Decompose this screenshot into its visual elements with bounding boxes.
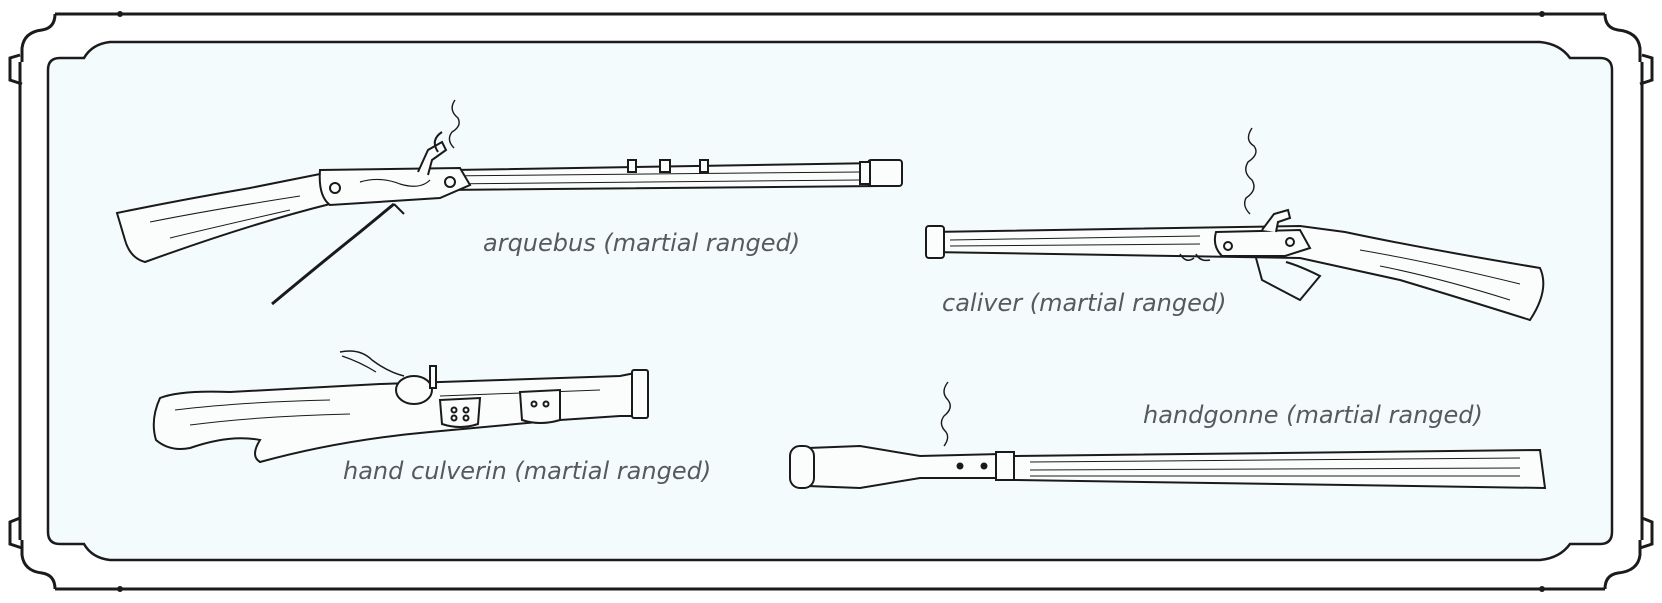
caliver-caption: caliver (martial ranged) <box>942 289 1226 317</box>
decorative-border <box>8 12 1654 591</box>
handgonne-icon <box>789 381 1547 490</box>
arquebus-icon <box>115 99 903 306</box>
handgonne-caption: handgonne (martial ranged) <box>1143 401 1483 429</box>
border-rivets <box>117 11 1545 592</box>
hand-culverin-caption: hand culverin (martial ranged) <box>343 457 711 485</box>
caliver-icon <box>925 127 1545 322</box>
arquebus-caption: arquebus (martial ranged) <box>483 229 800 257</box>
hand-culverin-icon <box>152 350 649 464</box>
